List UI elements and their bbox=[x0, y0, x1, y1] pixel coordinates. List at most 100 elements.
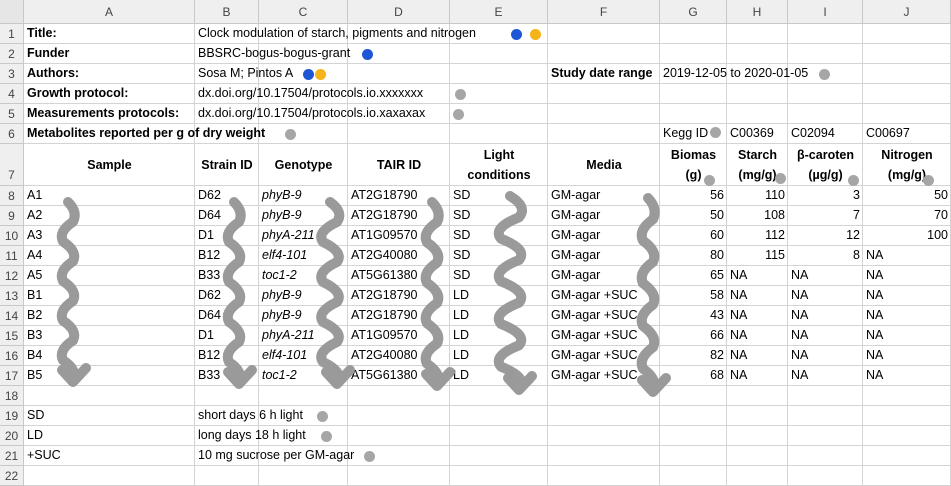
cell[interactable] bbox=[863, 406, 951, 426]
cell[interactable] bbox=[259, 446, 348, 466]
cell[interactable] bbox=[660, 84, 727, 104]
cell[interactable] bbox=[660, 206, 727, 226]
cell[interactable] bbox=[195, 64, 259, 84]
cell[interactable] bbox=[24, 406, 195, 426]
cell[interactable] bbox=[660, 386, 727, 406]
cell[interactable] bbox=[727, 226, 788, 246]
cell[interactable] bbox=[259, 206, 348, 226]
cell[interactable] bbox=[348, 266, 450, 286]
cell[interactable] bbox=[259, 466, 348, 486]
cell[interactable] bbox=[195, 466, 259, 486]
cell[interactable] bbox=[259, 246, 348, 266]
cell[interactable] bbox=[727, 246, 788, 266]
cell[interactable] bbox=[259, 186, 348, 206]
cell[interactable] bbox=[548, 104, 660, 124]
cell[interactable] bbox=[727, 24, 788, 44]
cell[interactable] bbox=[660, 226, 727, 246]
row-header-14[interactable]: 14 bbox=[0, 306, 24, 326]
cell[interactable] bbox=[863, 466, 951, 486]
cell[interactable] bbox=[259, 326, 348, 346]
cell[interactable] bbox=[727, 104, 788, 124]
cell[interactable] bbox=[348, 346, 450, 366]
cell[interactable] bbox=[660, 64, 727, 84]
cell[interactable] bbox=[660, 144, 727, 186]
cell[interactable] bbox=[348, 24, 450, 44]
cell[interactable] bbox=[548, 124, 660, 144]
row-header-12[interactable]: 12 bbox=[0, 266, 24, 286]
cell[interactable] bbox=[195, 124, 259, 144]
cell[interactable] bbox=[727, 466, 788, 486]
cell[interactable] bbox=[259, 226, 348, 246]
row-header-5[interactable]: 5 bbox=[0, 104, 24, 124]
column-header-g[interactable]: G bbox=[660, 0, 727, 24]
cell[interactable] bbox=[727, 426, 788, 446]
cell[interactable] bbox=[24, 226, 195, 246]
cell[interactable] bbox=[24, 24, 195, 44]
column-header-c[interactable]: C bbox=[259, 0, 348, 24]
cell[interactable] bbox=[788, 286, 863, 306]
cell[interactable] bbox=[24, 64, 195, 84]
cell[interactable] bbox=[24, 386, 195, 406]
cell[interactable] bbox=[450, 144, 548, 186]
cell[interactable] bbox=[788, 346, 863, 366]
cell[interactable] bbox=[548, 24, 660, 44]
cell[interactable] bbox=[348, 84, 450, 104]
cell[interactable] bbox=[788, 44, 863, 64]
cell[interactable] bbox=[24, 206, 195, 226]
cell[interactable] bbox=[548, 386, 660, 406]
cell[interactable] bbox=[348, 44, 450, 64]
cell[interactable] bbox=[548, 426, 660, 446]
cell[interactable] bbox=[788, 466, 863, 486]
column-header-e[interactable]: E bbox=[450, 0, 548, 24]
cell[interactable] bbox=[24, 346, 195, 366]
row-header-15[interactable]: 15 bbox=[0, 326, 24, 346]
row-header-1[interactable]: 1 bbox=[0, 24, 24, 44]
cell[interactable] bbox=[348, 226, 450, 246]
cell[interactable] bbox=[24, 446, 195, 466]
row-header-17[interactable]: 17 bbox=[0, 366, 24, 386]
column-header-d[interactable]: D bbox=[348, 0, 450, 24]
row-header-7[interactable]: 7 bbox=[0, 144, 24, 186]
cell[interactable] bbox=[863, 386, 951, 406]
cell[interactable] bbox=[24, 44, 195, 64]
cell[interactable] bbox=[24, 366, 195, 386]
cell[interactable] bbox=[660, 346, 727, 366]
row-header-16[interactable]: 16 bbox=[0, 346, 24, 366]
cell[interactable] bbox=[348, 406, 450, 426]
row-header-21[interactable]: 21 bbox=[0, 446, 24, 466]
cell[interactable] bbox=[727, 386, 788, 406]
cell[interactable] bbox=[727, 84, 788, 104]
cell[interactable] bbox=[863, 24, 951, 44]
cell[interactable] bbox=[660, 246, 727, 266]
column-header-a[interactable]: A bbox=[24, 0, 195, 24]
cell[interactable] bbox=[450, 124, 548, 144]
cell[interactable] bbox=[727, 266, 788, 286]
cell[interactable] bbox=[450, 104, 548, 124]
cell[interactable] bbox=[727, 64, 788, 84]
column-header-h[interactable]: H bbox=[727, 0, 788, 24]
cell[interactable] bbox=[348, 144, 450, 186]
cell[interactable] bbox=[788, 64, 863, 84]
row-header-20[interactable]: 20 bbox=[0, 426, 24, 446]
cell[interactable] bbox=[195, 144, 259, 186]
cell[interactable] bbox=[259, 144, 348, 186]
column-header-j[interactable]: J bbox=[863, 0, 951, 24]
cell[interactable] bbox=[660, 326, 727, 346]
cell[interactable] bbox=[548, 446, 660, 466]
cell[interactable] bbox=[24, 124, 195, 144]
cell[interactable] bbox=[450, 44, 548, 64]
cell[interactable] bbox=[450, 466, 548, 486]
cell[interactable] bbox=[788, 406, 863, 426]
cell[interactable] bbox=[727, 406, 788, 426]
row-header-11[interactable]: 11 bbox=[0, 246, 24, 266]
cell[interactable] bbox=[788, 144, 863, 186]
cell[interactable] bbox=[788, 84, 863, 104]
cell[interactable] bbox=[788, 386, 863, 406]
cell[interactable] bbox=[660, 406, 727, 426]
cell[interactable] bbox=[259, 346, 348, 366]
cell[interactable] bbox=[727, 326, 788, 346]
cell[interactable] bbox=[259, 84, 348, 104]
cell[interactable] bbox=[788, 366, 863, 386]
select-all-corner[interactable] bbox=[0, 0, 24, 24]
cell[interactable] bbox=[863, 426, 951, 446]
